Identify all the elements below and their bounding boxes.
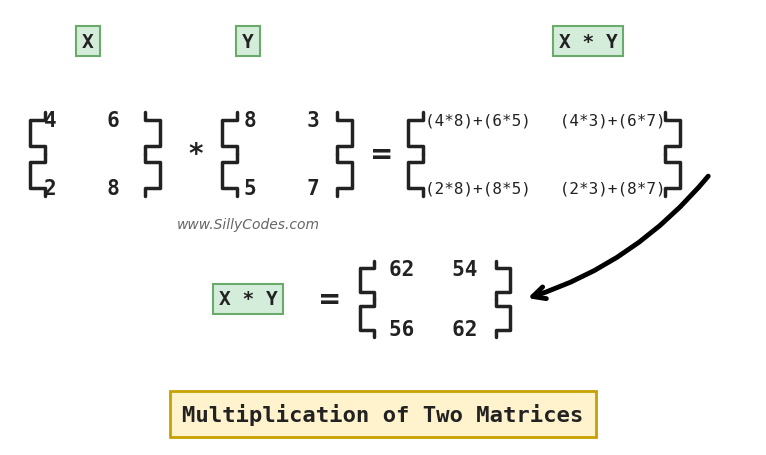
Text: 56   62: 56 62 (389, 319, 477, 339)
Text: Y: Y (242, 32, 254, 51)
Text: =: = (319, 285, 342, 313)
Text: (4*8)+(6*5)   (4*3)+(6*7): (4*8)+(6*5) (4*3)+(6*7) (424, 113, 666, 128)
Text: 8    3: 8 3 (244, 111, 320, 131)
Text: 2    8: 2 8 (44, 179, 119, 198)
Text: =: = (370, 141, 394, 169)
Text: Multiplication of Two Matrices: Multiplication of Two Matrices (182, 403, 584, 425)
Text: (2*8)+(8*5)   (2*3)+(8*7): (2*8)+(8*5) (2*3)+(8*7) (424, 181, 666, 196)
Text: 4    6: 4 6 (44, 111, 119, 131)
Text: X * Y: X * Y (218, 290, 277, 309)
Text: *: * (188, 141, 203, 169)
Text: www.SillyCodes.com: www.SillyCodes.com (176, 217, 319, 232)
Text: X * Y: X * Y (558, 32, 617, 51)
Text: X: X (82, 32, 94, 51)
Text: 62   54: 62 54 (389, 259, 477, 279)
Text: 5    7: 5 7 (244, 179, 320, 198)
